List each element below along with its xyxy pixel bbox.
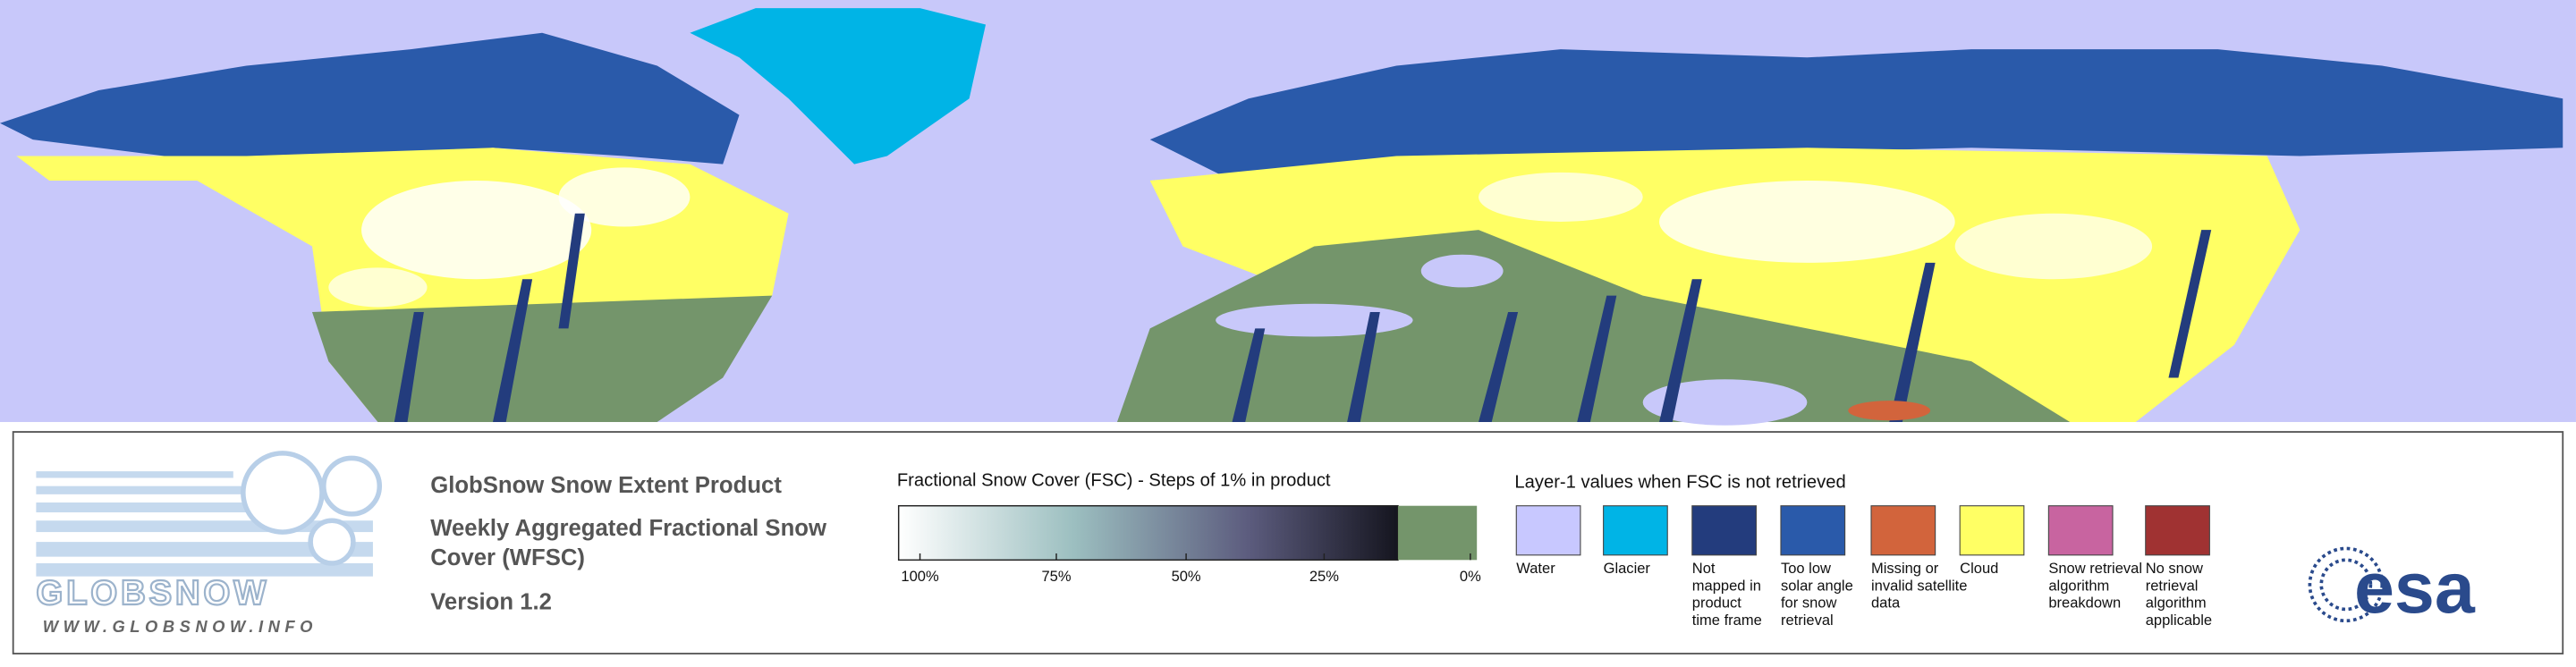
layer-label: retrieval xyxy=(2146,577,2199,594)
layer-label: Too low xyxy=(1781,560,1831,577)
layer-label: algorithm xyxy=(2146,595,2207,612)
tick-label: 0% xyxy=(1460,568,1481,585)
layer-label: breakdown xyxy=(2048,595,2121,612)
layer-label: No snow xyxy=(2146,560,2203,577)
layer-label: Missing or xyxy=(1871,560,1939,577)
layer-label: mapped in xyxy=(1692,577,1761,594)
layer-label: solar angle xyxy=(1781,577,1853,594)
layer-swatch xyxy=(2145,505,2210,556)
map xyxy=(0,0,2576,426)
logo-name: GLOBSNOW xyxy=(36,574,269,612)
layer-label: Glacier xyxy=(1604,560,1651,577)
layer-label: applicable xyxy=(2146,612,2212,629)
logo-url: WWW.GLOBSNOW.INFO xyxy=(43,617,318,636)
product-subtitle: Cover (WFSC) xyxy=(430,545,585,570)
layer-swatch xyxy=(1959,505,2025,556)
esa-text: esa xyxy=(2354,548,2476,629)
layer-swatch xyxy=(1870,505,1936,556)
layer-label: Not xyxy=(1692,560,1716,577)
tick-label: 25% xyxy=(1309,568,1339,585)
layer-label: product xyxy=(1692,595,1741,612)
version: Version 1.2 xyxy=(430,589,552,614)
layer-label: Cloud xyxy=(1960,560,1998,577)
layer-legend-title: Layer-1 values when FSC is not retrieved xyxy=(1514,472,1845,492)
layer-label: time frame xyxy=(1692,612,1762,629)
layer-label: invalid satellite xyxy=(1871,577,1967,594)
layer-swatch xyxy=(1691,505,1757,556)
layer-label: for snow xyxy=(1781,595,1836,612)
layer-swatch xyxy=(1515,505,1581,556)
fsc-legend-title: Fractional Snow Cover (FSC) - Steps of 1… xyxy=(897,471,1331,491)
layer-label: algorithm xyxy=(2048,577,2109,594)
product-title: GlobSnow Snow Extent Product xyxy=(430,473,782,498)
layer-swatch xyxy=(2047,505,2114,556)
layer-swatch xyxy=(1780,505,1846,556)
layer-label: Snow retrieval xyxy=(2048,560,2142,577)
tick-label: 75% xyxy=(1041,568,1071,585)
layer-swatch xyxy=(1603,505,1668,556)
layer-label: data xyxy=(1871,595,1901,612)
esa-logo: esa xyxy=(2308,546,2476,629)
fsc-color-ramp xyxy=(897,504,1399,561)
product-subtitle: Weekly Aggregated Fractional Snow xyxy=(430,516,827,541)
tick-label: 50% xyxy=(1172,568,1201,585)
tick-label: 100% xyxy=(901,568,939,585)
layer-label: Water xyxy=(1516,560,1555,577)
fsc-zero-swatch xyxy=(1398,505,1478,561)
globsnow-logo: GLOBSNOW WWW.GLOBSNOW.INFO xyxy=(35,451,383,636)
layer-label: retrieval xyxy=(1781,612,1834,629)
